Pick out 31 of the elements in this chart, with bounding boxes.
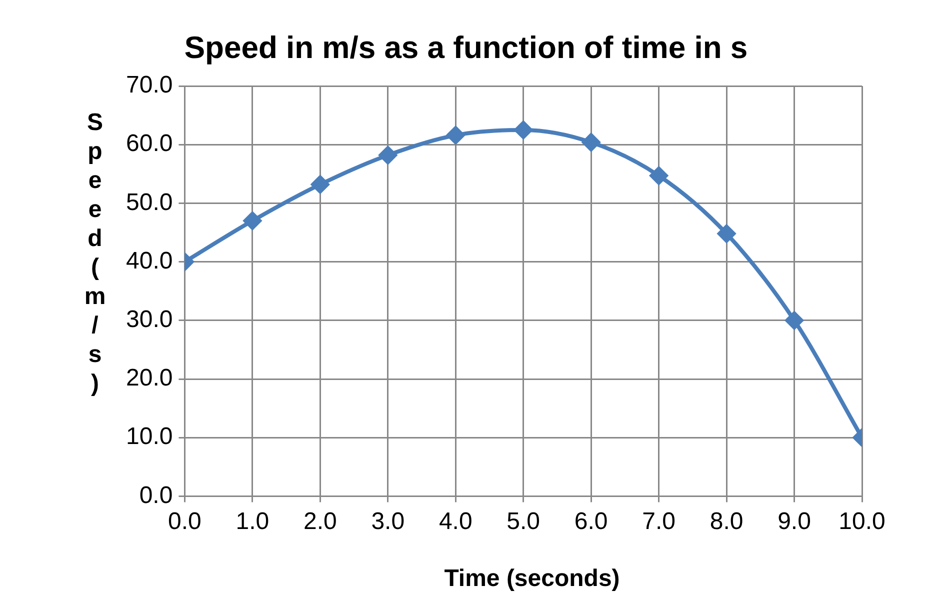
point [785,311,804,330]
y-tick-label: 70.0 [126,72,173,99]
point [243,212,262,230]
x-tick-label: 9.0 [778,508,811,536]
y-tick-label: 60.0 [126,130,173,158]
x-tick-label: 4.0 [438,508,472,536]
point [378,146,397,164]
x-tick-label: 5.0 [506,508,540,536]
point [718,224,736,243]
y-tick-label: 40.0 [126,247,173,274]
x-tick-label: 7.0 [642,508,676,536]
x-tick-label: 3.0 [371,508,405,536]
x-tick-label: 0.0 [168,508,202,536]
y-tick-label: 10.0 [126,423,173,450]
y-tick-label: 20.0 [126,364,173,392]
point [582,133,600,152]
y-tick-label: 0.0 [139,482,173,509]
y-tick-label: 50.0 [126,188,173,216]
x-tick-label: 2.0 [303,508,337,536]
x-tick-label: 1.0 [236,508,270,536]
point [650,166,668,185]
x-tick-label: 6.0 [574,508,608,536]
chart-title: Speed in m/s as a function of time in s [183,30,749,66]
text: Speed (m/s) [84,109,106,397]
point [311,175,330,194]
x-tick-label: 8.0 [710,508,744,536]
point [514,120,532,139]
point [446,126,465,144]
y-tick-label: 30.0 [126,306,173,334]
x-tick-label: 10.0 [838,508,886,536]
x-axis-title: Time (seconds) [443,565,621,593]
